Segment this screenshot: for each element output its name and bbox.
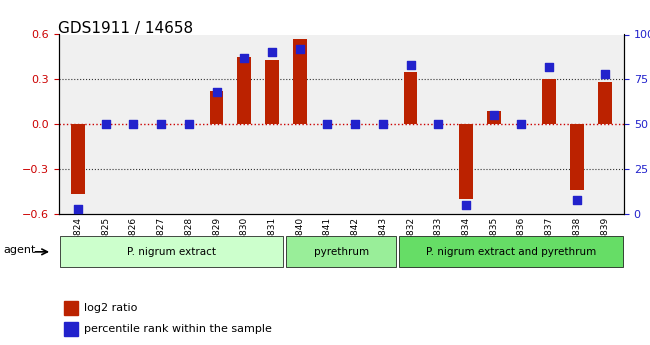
Bar [64,301,78,315]
Bar [265,60,279,124]
FancyBboxPatch shape [399,236,623,267]
Point [211,89,222,95]
Bar [459,124,473,199]
Bar [237,57,251,124]
Bar [570,124,584,190]
Text: P. nigrum extract: P. nigrum extract [127,247,216,257]
Point [489,112,499,118]
Point [266,50,277,55]
Text: percentile rank within the sample: percentile rank within the sample [84,324,272,334]
Point [406,62,416,68]
Bar [487,111,501,124]
Bar [209,91,224,124]
Text: P. nigrum extract and pyrethrum: P. nigrum extract and pyrethrum [426,247,596,257]
Point [516,121,526,127]
Point [128,121,138,127]
Text: log2 ratio: log2 ratio [84,303,137,313]
Bar [542,79,556,124]
FancyBboxPatch shape [60,236,283,267]
Bar [71,124,85,195]
Point [73,206,83,211]
Point [183,121,194,127]
Point [433,121,443,127]
Bar [292,39,307,124]
Point [294,46,305,52]
Point [239,55,250,61]
Bar [404,72,417,124]
Text: pyrethrum: pyrethrum [314,247,369,257]
Point [599,71,610,77]
Bar [64,322,78,336]
Text: GDS1911 / 14658: GDS1911 / 14658 [58,21,194,36]
Point [378,121,388,127]
Point [572,197,582,202]
Point [322,121,333,127]
Bar [597,82,612,124]
Point [156,121,166,127]
FancyBboxPatch shape [286,236,396,267]
Text: agent: agent [3,245,36,255]
Point [461,202,471,208]
Point [350,121,360,127]
Point [100,121,110,127]
Point [544,64,554,70]
